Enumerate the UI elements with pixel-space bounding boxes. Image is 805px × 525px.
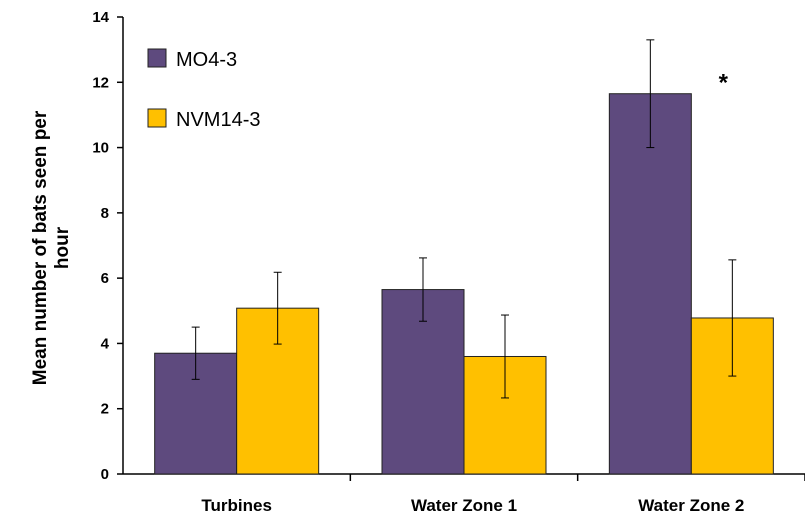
legend-swatch	[147, 48, 167, 68]
y-tick-label: 10	[92, 140, 109, 157]
category-label: Water Zone 1	[411, 496, 517, 515]
y-axis-title-line-1: Mean number of bats seen per	[30, 110, 51, 385]
significance-marker: *	[719, 69, 729, 96]
y-axis-title-line-2: hour	[52, 226, 73, 269]
y-tick-label: 14	[92, 9, 109, 26]
legend-label: NVM14-3	[176, 109, 260, 131]
legend: MO4-3 NVM14-3	[147, 48, 260, 131]
y-tick-label: 0	[101, 466, 109, 483]
y-tick-label: 4	[101, 335, 110, 352]
y-tick-label: 6	[101, 270, 109, 287]
bar	[608, 93, 692, 475]
legend-swatch	[147, 108, 167, 128]
plot-area: 0 2 4 6 8 10 12 14 Turbines Water Zone 1 Water Zon…	[92, 9, 805, 515]
y-tick-label: 8	[101, 205, 109, 222]
category-label: Turbines	[201, 496, 272, 515]
legend-label: MO4-3	[176, 49, 237, 71]
y-tick-label: 12	[92, 74, 109, 91]
y-axis-title: Mean number of bats seen per hour	[30, 110, 73, 385]
y-tick-label: 2	[101, 401, 109, 418]
category-label: Water Zone 2	[638, 496, 744, 515]
